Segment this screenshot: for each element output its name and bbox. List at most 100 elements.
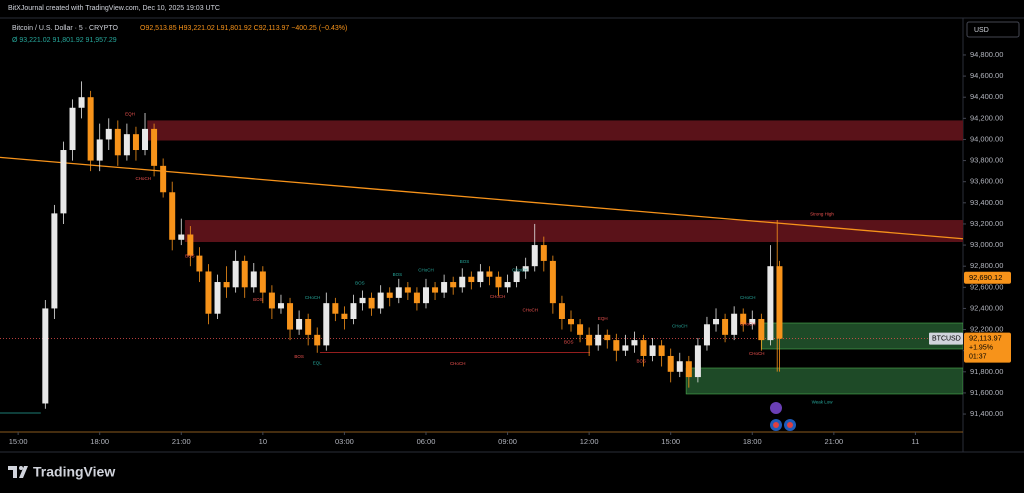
candle-body: [78, 97, 85, 108]
x-tick-label: 11: [912, 437, 920, 446]
x-tick-label: 06:00: [417, 437, 436, 446]
candle-body: [214, 282, 221, 314]
y-tick-label: 92,200.00: [970, 325, 1003, 334]
plot-area: EQH CHoCH BOS BOS BOS EQL CHoCH BOS BOS CHoCH BOS C…: [0, 81, 963, 414]
candle-body: [341, 313, 348, 319]
alert-icons: [770, 402, 796, 431]
candle-body: [69, 107, 76, 151]
candle-body: [694, 345, 701, 378]
candle-body: [459, 276, 466, 288]
candle-body: [87, 97, 94, 161]
candle-body: [658, 345, 665, 356]
annotation: CHoCH: [522, 308, 538, 313]
candle-body: [386, 292, 393, 298]
annotation: BOS: [636, 358, 646, 363]
candle-body: [404, 287, 411, 293]
candle-body: [667, 355, 674, 372]
candle-body: [749, 318, 756, 325]
logo-icon: [8, 466, 28, 478]
x-tick-label: 18:00: [743, 437, 762, 446]
candle-body: [731, 313, 738, 335]
candle-body: [250, 271, 257, 288]
currency[interactable]: USD: [974, 27, 989, 34]
annotation: Strong High: [810, 212, 834, 217]
currency-button[interactable]: [966, 21, 1020, 38]
candle-body: [422, 287, 429, 304]
candle-body: [178, 234, 185, 240]
candle-body: [259, 271, 266, 293]
y-tick-label: 94,200.00: [970, 113, 1003, 122]
candle-body: [713, 318, 720, 325]
annotation: BOS: [185, 253, 195, 258]
ohlc-values: O92,513.85 H93,221.02 L91,801.92 C92,113…: [140, 25, 347, 32]
annotation: EQL: [313, 361, 323, 366]
annotation: CHoCH: [512, 268, 528, 273]
annotation: CHoCH: [450, 361, 466, 366]
candle-body: [51, 213, 58, 309]
indicator-values: Ø 93,221.02 91,801.92 91,957.29: [12, 37, 117, 44]
candle-body: [123, 134, 130, 156]
y-tick-label: 94,000.00: [970, 134, 1003, 143]
annotation: EQH: [125, 111, 135, 116]
y-tick-label: 94,600.00: [970, 71, 1003, 80]
candle-body: [413, 292, 420, 304]
candle-body: [169, 192, 176, 240]
y-tick-label: 91,800.00: [970, 367, 1003, 376]
y-tick-label: 93,000.00: [970, 240, 1003, 249]
symbol-line: Bitcoin / U.S. Dollar · 5 · CRYPTO: [12, 25, 118, 32]
last-change: +1.95%: [969, 344, 993, 351]
x-tick-label: 15:00: [9, 437, 28, 446]
candle-body: [604, 334, 611, 341]
candle-body: [504, 282, 511, 288]
annotation: CHoCH: [740, 321, 756, 326]
candle-body: [42, 308, 49, 404]
candle-body: [395, 287, 402, 298]
annotation: BOS: [253, 297, 263, 302]
candle-body: [513, 271, 520, 283]
zone: [147, 120, 963, 141]
icon: [773, 422, 779, 428]
candle-body: [223, 282, 230, 288]
candle-body: [432, 287, 439, 293]
candle-body: [522, 266, 529, 272]
annotation: Weak Low: [812, 400, 834, 405]
y-tick-label: 93,200.00: [970, 219, 1003, 228]
candle-body: [613, 340, 620, 351]
candle-body: [268, 292, 275, 309]
candle-body: [558, 303, 565, 319]
y-tick-label: 93,400.00: [970, 198, 1003, 207]
candle-body: [96, 139, 103, 161]
candle-body: [631, 340, 638, 346]
credit: BitXJournal created with TradingView.com…: [8, 5, 220, 12]
annotation: CHoCH: [740, 295, 756, 300]
symbol-label: BTCUSD: [932, 335, 961, 342]
annotation: CHoCH: [749, 351, 765, 356]
x-tick-label: 10: [259, 437, 267, 446]
candle-body: [622, 345, 629, 351]
candle-body: [196, 255, 203, 272]
candle-body: [314, 334, 321, 346]
zone: [685, 367, 963, 395]
candle-body: [60, 150, 67, 214]
candle-body: [649, 345, 656, 356]
annotation: CHoCH: [418, 268, 434, 273]
candle-body: [151, 128, 158, 166]
icon: [770, 402, 782, 414]
x-tick-label: 09:00: [498, 437, 517, 446]
candle-body: [205, 271, 212, 314]
x-tick-label: 21:00: [824, 437, 843, 446]
x-tick-label: 21:00: [172, 437, 191, 446]
candle-body: [540, 245, 547, 261]
candle-body: [767, 266, 774, 341]
candle-body: [232, 260, 239, 288]
candle-body: [441, 282, 448, 293]
last-price: 92,113.97: [969, 334, 1002, 343]
candle-body: [586, 334, 593, 346]
candle-body: [323, 303, 330, 346]
candle-body: [105, 128, 112, 140]
candle-body: [722, 318, 729, 335]
candle-body: [377, 292, 384, 309]
candle-body: [332, 303, 339, 314]
candle-body: [685, 361, 692, 378]
